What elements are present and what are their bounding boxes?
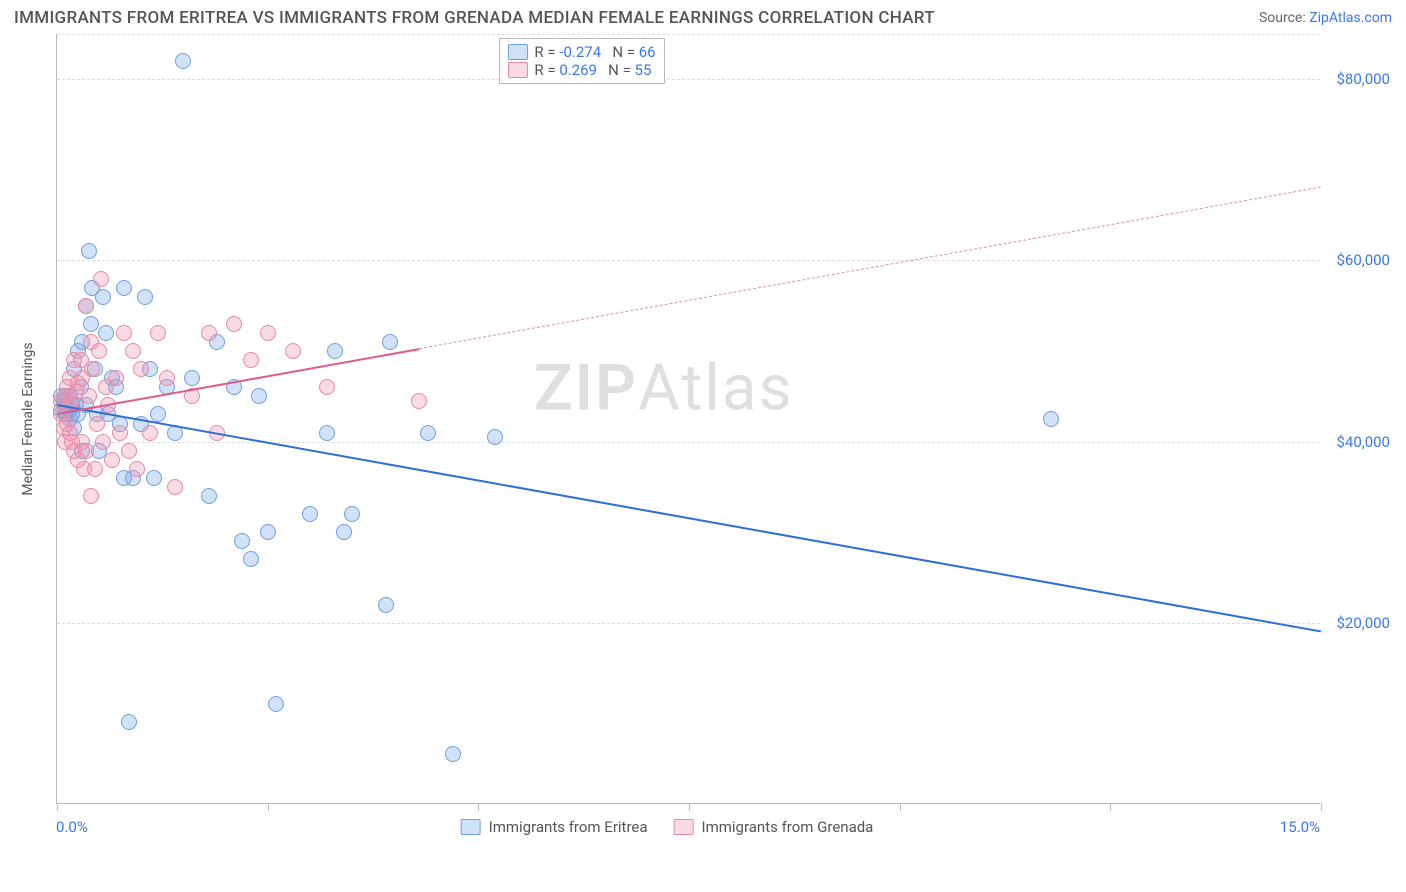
watermark: ZIPAtlas	[534, 351, 794, 426]
data-point	[129, 461, 145, 477]
legend-swatch	[508, 62, 528, 78]
data-point	[98, 325, 114, 341]
data-point	[260, 524, 276, 540]
data-point	[116, 325, 132, 341]
data-point	[319, 379, 335, 395]
data-point	[95, 289, 111, 305]
data-point	[1043, 411, 1059, 427]
data-point	[137, 289, 153, 305]
data-point	[87, 461, 103, 477]
legend-item: Immigrants from Grenada	[674, 818, 874, 836]
source-prefix: Source:	[1259, 10, 1309, 26]
data-point	[83, 316, 99, 332]
data-point	[268, 696, 284, 712]
y-tick-label: $20,000	[1326, 614, 1390, 632]
legend-label: Immigrants from Eritrea	[489, 818, 648, 836]
correlation-row: R = -0.274 N = 66	[508, 43, 655, 61]
data-point	[81, 388, 97, 404]
y-tick-label: $60,000	[1326, 251, 1390, 269]
plot-area: $20,000$40,000$60,000$80,000ZIPAtlasR = …	[56, 34, 1320, 804]
data-point	[243, 352, 259, 368]
data-point	[93, 271, 109, 287]
x-tick	[1110, 803, 1111, 811]
chart-title: IMMIGRANTS FROM ERITREA VS IMMIGRANTS FR…	[14, 8, 935, 28]
data-point	[125, 343, 141, 359]
header: IMMIGRANTS FROM ERITREA VS IMMIGRANTS FR…	[0, 0, 1406, 34]
data-point	[226, 316, 242, 332]
legend-item: Immigrants from Eritrea	[461, 818, 648, 836]
data-point	[121, 443, 137, 459]
series-legend: Immigrants from Eritrea Immigrants from G…	[461, 818, 874, 836]
source-link[interactable]: ZipAtlas.com	[1309, 10, 1392, 26]
data-point	[319, 425, 335, 441]
data-point	[108, 370, 124, 386]
trend-line	[57, 188, 1321, 414]
data-point	[184, 370, 200, 386]
data-point	[260, 325, 276, 341]
data-point	[104, 452, 120, 468]
data-point	[116, 280, 132, 296]
data-point	[146, 470, 162, 486]
chart-area: Median Female Earnings $20,000$40,000$60…	[14, 34, 1320, 804]
x-tick	[268, 803, 269, 811]
data-point	[327, 343, 343, 359]
data-point	[344, 506, 360, 522]
data-point	[142, 425, 158, 441]
data-point	[382, 334, 398, 350]
legend-swatch	[674, 819, 694, 835]
gridline	[57, 34, 1320, 35]
data-point	[378, 597, 394, 613]
y-tick-label: $40,000	[1326, 433, 1390, 451]
x-max-label: 15.0%	[1280, 818, 1320, 836]
data-point	[133, 361, 149, 377]
y-axis-label: Median Female Earnings	[20, 342, 36, 495]
data-point	[201, 325, 217, 341]
data-point	[112, 425, 128, 441]
data-point	[175, 53, 191, 69]
data-point	[91, 343, 107, 359]
gridline	[57, 442, 1320, 443]
data-point	[285, 343, 301, 359]
y-tick-label: $80,000	[1326, 70, 1390, 88]
data-point	[234, 533, 250, 549]
correlation-row: R = 0.269 N = 55	[508, 61, 655, 79]
data-point	[487, 429, 503, 445]
data-point	[302, 506, 318, 522]
x-tick	[1321, 803, 1322, 811]
correlation-legend: R = -0.274 N = 66R = 0.269 N = 55	[499, 38, 664, 84]
gridline	[57, 79, 1320, 80]
legend-swatch	[461, 819, 481, 835]
data-point	[121, 714, 137, 730]
data-point	[78, 443, 94, 459]
data-point	[83, 488, 99, 504]
data-point	[243, 551, 259, 567]
x-min-label: 0.0%	[56, 818, 88, 836]
gridline	[57, 623, 1320, 624]
data-point	[89, 416, 105, 432]
gridline	[57, 260, 1320, 261]
x-tick	[900, 803, 901, 811]
legend-swatch	[508, 44, 528, 60]
data-point	[251, 388, 267, 404]
source: Source: ZipAtlas.com	[1259, 10, 1392, 26]
x-tick	[689, 803, 690, 811]
data-point	[84, 361, 100, 377]
data-point	[201, 488, 217, 504]
data-point	[159, 370, 175, 386]
data-point	[420, 425, 436, 441]
data-point	[445, 746, 461, 762]
x-tick	[478, 803, 479, 811]
data-point	[167, 479, 183, 495]
data-point	[81, 243, 97, 259]
x-tick	[57, 803, 58, 811]
data-point	[411, 393, 427, 409]
data-point	[150, 325, 166, 341]
data-point	[78, 298, 94, 314]
trend-line	[57, 405, 1321, 631]
data-point	[95, 434, 111, 450]
legend-label: Immigrants from Grenada	[702, 818, 874, 836]
data-point	[336, 524, 352, 540]
data-point	[150, 406, 166, 422]
